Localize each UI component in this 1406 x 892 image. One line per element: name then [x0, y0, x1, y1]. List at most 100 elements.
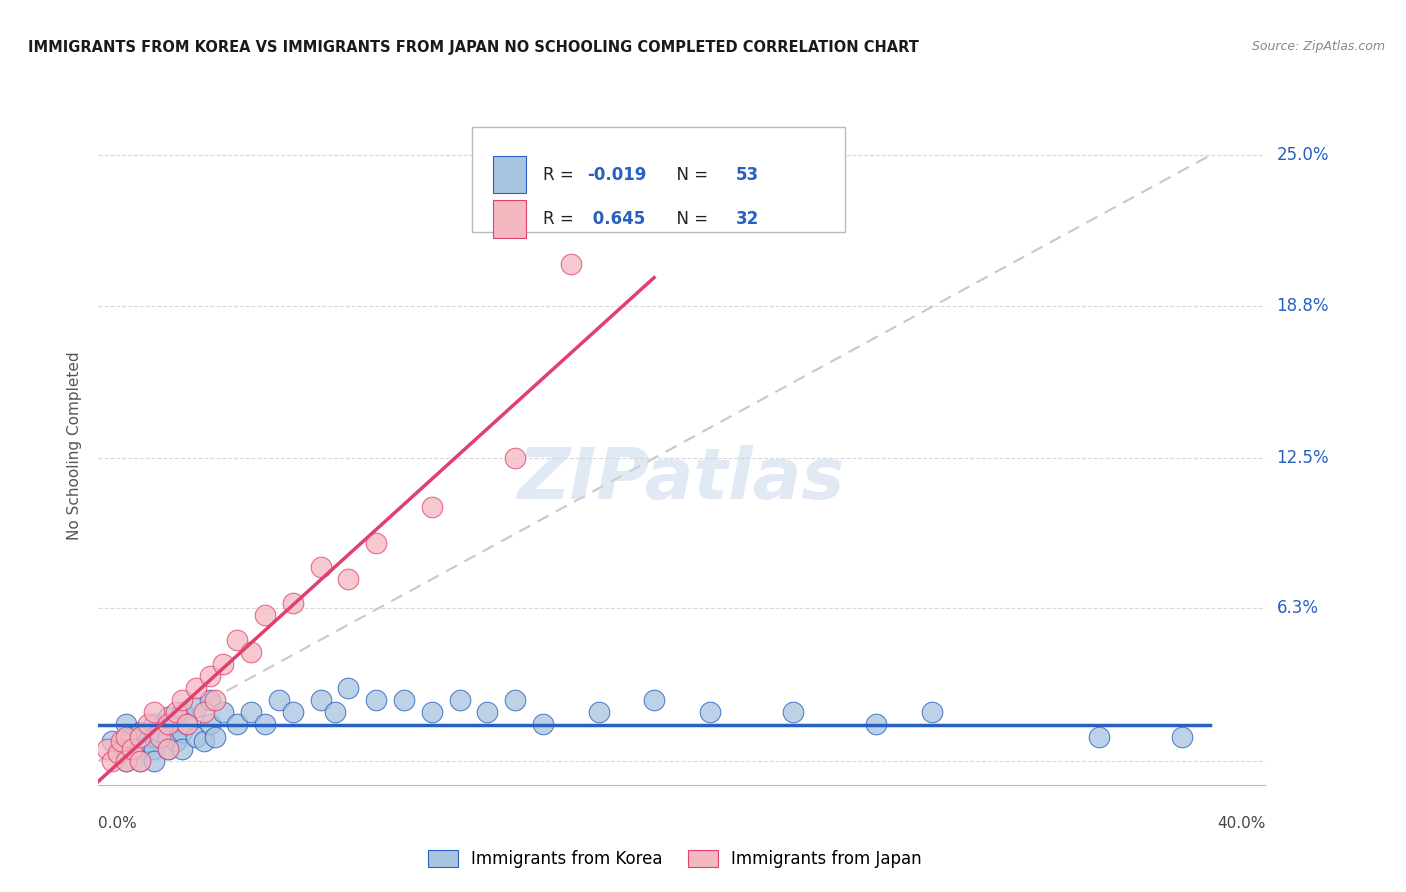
Point — [138, 717, 160, 731]
Point — [115, 754, 138, 768]
Point — [156, 741, 179, 756]
Point — [110, 734, 132, 748]
Point — [143, 741, 166, 756]
Point — [337, 572, 360, 586]
Point — [212, 706, 235, 720]
Point — [184, 700, 207, 714]
Point — [143, 717, 166, 731]
Text: 25.0%: 25.0% — [1277, 146, 1329, 164]
Point — [337, 681, 360, 695]
Point — [531, 717, 554, 731]
Point — [240, 706, 263, 720]
Point — [156, 710, 179, 724]
Point — [143, 754, 166, 768]
Point — [503, 451, 526, 466]
Point — [366, 693, 388, 707]
Y-axis label: No Schooling Completed: No Schooling Completed — [66, 351, 82, 541]
Text: 18.8%: 18.8% — [1277, 296, 1329, 315]
Point — [170, 724, 193, 739]
Point — [198, 693, 221, 707]
Point — [121, 741, 143, 756]
Point — [212, 657, 235, 671]
Text: ZIPatlas: ZIPatlas — [519, 445, 845, 515]
Point — [115, 730, 138, 744]
Point — [281, 596, 304, 610]
Point — [643, 693, 665, 707]
Point — [129, 724, 152, 739]
Point — [101, 734, 124, 748]
Point — [129, 730, 152, 744]
Point — [560, 257, 582, 271]
Point — [449, 693, 471, 707]
Point — [226, 717, 249, 731]
Point — [503, 693, 526, 707]
Text: 40.0%: 40.0% — [1218, 815, 1265, 830]
Point — [699, 706, 721, 720]
Point — [1171, 730, 1194, 744]
Point — [392, 693, 415, 707]
Point — [156, 717, 179, 731]
Point — [184, 681, 207, 695]
Point — [366, 536, 388, 550]
Point — [588, 706, 610, 720]
Point — [148, 730, 170, 744]
Point — [193, 706, 215, 720]
Point — [101, 754, 124, 768]
Point — [267, 693, 290, 707]
Point — [129, 754, 152, 768]
Point — [115, 717, 138, 731]
Point — [184, 730, 207, 744]
Text: 6.3%: 6.3% — [1277, 599, 1319, 617]
Point — [143, 706, 166, 720]
Point — [176, 717, 198, 731]
Text: 32: 32 — [735, 210, 759, 227]
Point — [309, 693, 332, 707]
Text: -0.019: -0.019 — [588, 166, 647, 184]
Text: 0.0%: 0.0% — [98, 815, 138, 830]
Point — [156, 730, 179, 744]
Point — [921, 706, 943, 720]
Point — [176, 717, 198, 731]
Point — [477, 706, 499, 720]
Point — [165, 734, 187, 748]
Point — [309, 560, 332, 574]
Point — [138, 734, 160, 748]
Point — [198, 717, 221, 731]
Point — [240, 645, 263, 659]
Point — [165, 706, 187, 720]
Point — [420, 500, 443, 514]
Point — [226, 632, 249, 647]
Point — [96, 741, 118, 756]
Point — [170, 706, 193, 720]
FancyBboxPatch shape — [494, 200, 526, 237]
Text: Source: ZipAtlas.com: Source: ZipAtlas.com — [1251, 40, 1385, 54]
Point — [865, 717, 887, 731]
Point — [170, 693, 193, 707]
Point — [1087, 730, 1109, 744]
Point — [148, 724, 170, 739]
FancyBboxPatch shape — [494, 156, 526, 194]
Text: IMMIGRANTS FROM KOREA VS IMMIGRANTS FROM JAPAN NO SCHOOLING COMPLETED CORRELATIO: IMMIGRANTS FROM KOREA VS IMMIGRANTS FROM… — [28, 40, 920, 55]
Text: N =: N = — [665, 210, 713, 227]
Point — [170, 741, 193, 756]
Point — [115, 754, 138, 768]
Point — [782, 706, 804, 720]
Text: 53: 53 — [735, 166, 759, 184]
Point — [204, 730, 226, 744]
Point — [129, 754, 152, 768]
Point — [121, 730, 143, 744]
Point — [254, 717, 277, 731]
Point — [281, 706, 304, 720]
Text: R =: R = — [543, 210, 579, 227]
Point — [143, 730, 166, 744]
Text: R =: R = — [543, 166, 579, 184]
Legend: Immigrants from Korea, Immigrants from Japan: Immigrants from Korea, Immigrants from J… — [422, 843, 928, 875]
Point — [420, 706, 443, 720]
Point — [193, 734, 215, 748]
FancyBboxPatch shape — [472, 128, 845, 233]
Text: 12.5%: 12.5% — [1277, 449, 1329, 467]
Point — [198, 669, 221, 683]
Text: 0.645: 0.645 — [588, 210, 645, 227]
Text: N =: N = — [665, 166, 713, 184]
Point — [323, 706, 346, 720]
